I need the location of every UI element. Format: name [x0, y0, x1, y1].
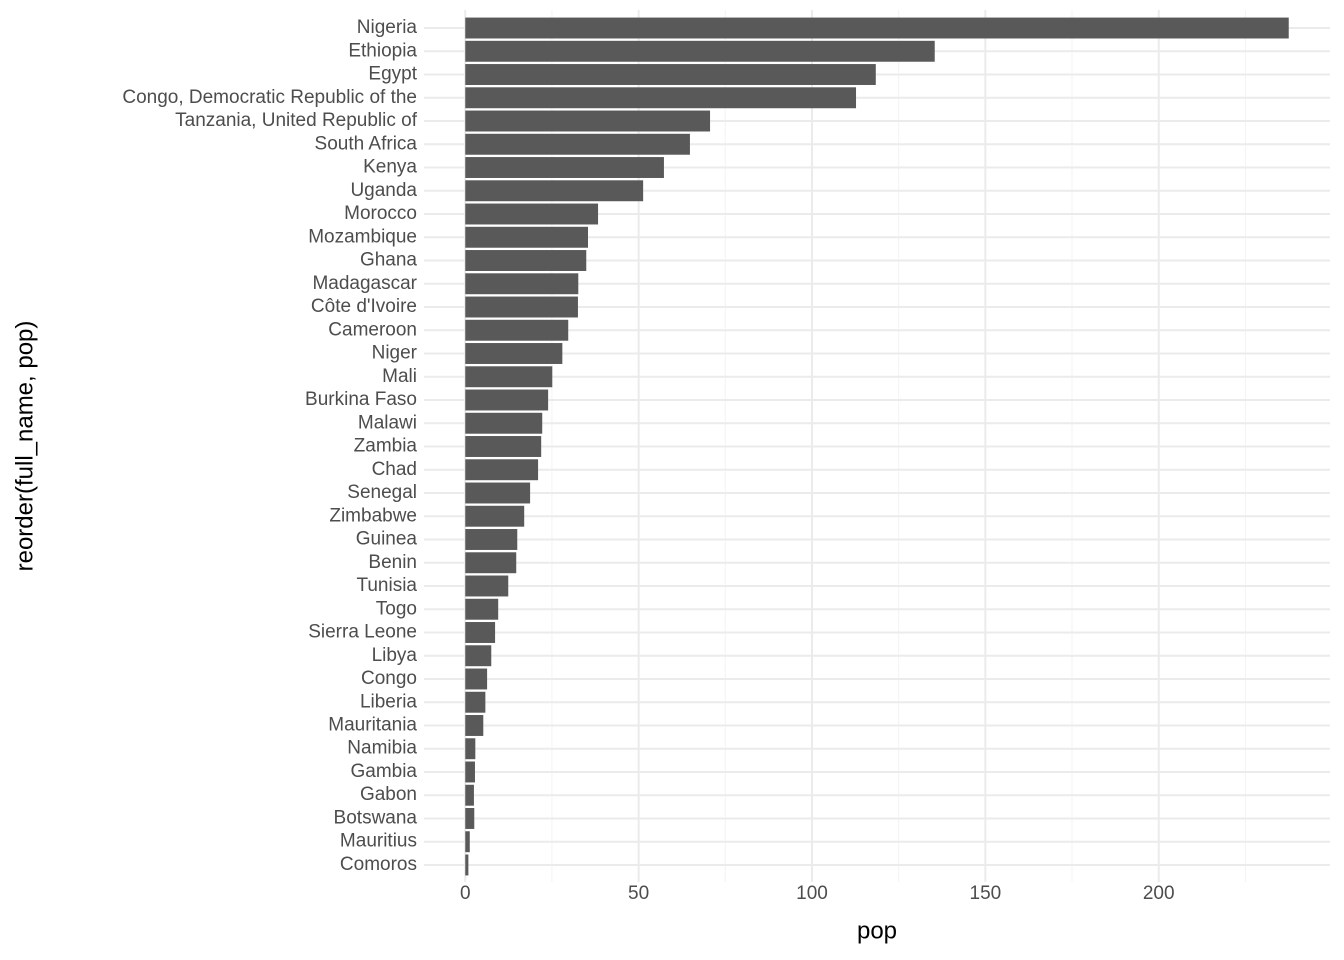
y-tick-label: Namibia — [347, 738, 417, 759]
bar — [465, 436, 542, 457]
bar — [465, 40, 935, 62]
bar — [465, 180, 644, 202]
x-axis-title: pop — [857, 917, 897, 944]
bar — [465, 784, 474, 806]
bar — [465, 133, 690, 155]
y-tick-label: Botswana — [334, 807, 418, 828]
y-tick-label: Uganda — [350, 180, 417, 201]
y-tick-label: Mauritius — [340, 831, 417, 852]
x-tick-label: 50 — [628, 883, 649, 904]
bar — [465, 459, 539, 481]
y-tick-label: Morocco — [344, 203, 417, 224]
y-tick-label: Guinea — [356, 529, 418, 550]
y-tick-label: Congo, Democratic Republic of the — [122, 87, 417, 108]
bar — [465, 505, 525, 527]
y-tick-label: Burkina Faso — [305, 389, 417, 410]
x-tick-label: 100 — [796, 883, 828, 904]
y-tick-label: Tanzania, United Republic of — [175, 110, 418, 131]
bar — [465, 64, 876, 85]
x-tick-label: 200 — [1143, 883, 1175, 904]
bar — [465, 715, 484, 736]
y-tick-label: Nigeria — [357, 17, 418, 38]
y-tick-label: Ethiopia — [348, 40, 417, 61]
y-tick-label: Egypt — [368, 64, 417, 85]
bar — [465, 645, 492, 667]
bar — [465, 412, 543, 434]
bar — [465, 203, 599, 225]
x-tick-label: 150 — [970, 883, 1002, 904]
y-tick-label: Mali — [382, 366, 417, 387]
y-tick-label: Zimbabwe — [329, 505, 417, 526]
y-tick-label: Malawi — [358, 412, 417, 433]
bar — [465, 110, 711, 132]
y-axis-title: reorder(full_name, pop) — [11, 321, 38, 572]
bar — [465, 226, 589, 248]
bar — [465, 668, 488, 690]
bar — [465, 482, 531, 504]
y-tick-label: Zambia — [354, 436, 418, 457]
y-tick-label: Côte d'Ivoire — [311, 296, 417, 317]
y-tick-label: Gabon — [360, 784, 417, 805]
y-tick-label: Mozambique — [308, 226, 417, 247]
bar — [465, 87, 857, 109]
y-tick-label: Kenya — [363, 157, 417, 178]
y-tick-label: Liberia — [360, 691, 417, 712]
y-tick-label: Libya — [372, 645, 418, 666]
bar — [465, 343, 563, 364]
bar — [465, 296, 578, 318]
y-tick-label: Senegal — [347, 482, 417, 503]
bar — [465, 552, 517, 574]
bar — [465, 854, 469, 876]
bar — [465, 808, 475, 829]
bar — [465, 738, 476, 760]
bar — [465, 831, 470, 853]
bar — [465, 761, 475, 783]
bar — [465, 529, 518, 550]
y-tick-label: Niger — [372, 343, 418, 364]
y-tick-label: Mauritania — [328, 714, 417, 735]
bar — [465, 17, 1289, 39]
y-tick-label: Sierra Leone — [308, 622, 417, 643]
y-tick-label: Madagascar — [312, 273, 417, 294]
y-tick-label: Cameroon — [328, 319, 417, 340]
y-tick-label: Ghana — [360, 250, 417, 271]
y-tick-label: Comoros — [340, 854, 417, 875]
y-tick-label: Tunisia — [356, 575, 417, 596]
bar — [465, 319, 569, 341]
bar — [465, 157, 664, 178]
y-tick-label: South Africa — [315, 133, 418, 154]
bar — [465, 366, 553, 388]
bar — [465, 575, 509, 597]
bar — [465, 691, 486, 713]
bar — [465, 598, 499, 620]
y-tick-label: Togo — [376, 598, 417, 619]
x-tick-label: 0 — [460, 883, 471, 904]
bar — [465, 250, 587, 271]
y-tick-label: Benin — [368, 552, 417, 573]
y-tick-label: Congo — [361, 668, 417, 689]
bar — [465, 622, 496, 643]
bar — [465, 389, 549, 411]
y-tick-label: Chad — [372, 459, 417, 480]
bar — [465, 273, 579, 295]
y-tick-label: Gambia — [350, 761, 417, 782]
